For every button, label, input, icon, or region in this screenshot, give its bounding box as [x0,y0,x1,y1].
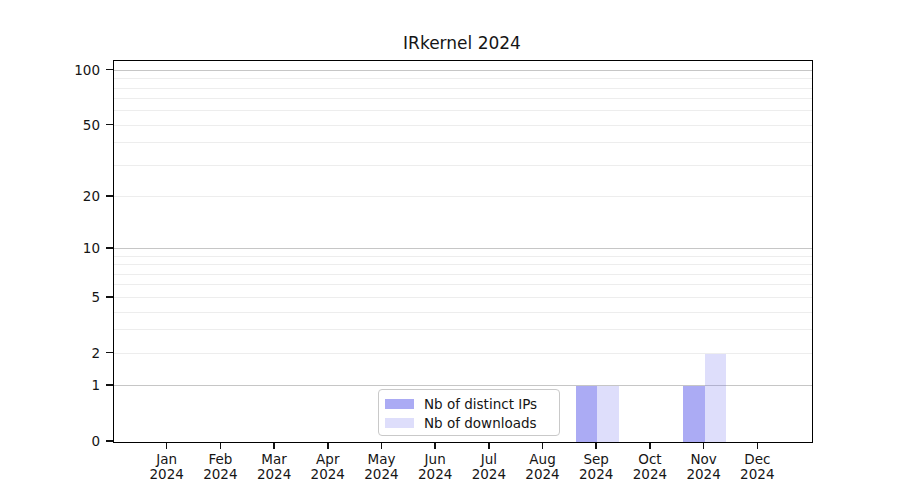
y-tick-mark [106,69,113,71]
x-tick-month: Oct [622,452,678,467]
y-tick-label: 10 [40,240,100,256]
gridline-minor [114,264,812,265]
x-tick-year: 2024 [300,467,356,482]
x-tick-year: 2024 [461,467,517,482]
y-tick-mark [106,247,113,249]
x-tick-year: 2024 [407,467,463,482]
bar-nov-distinct-ips [683,386,705,442]
gridline-minor [114,256,812,257]
x-tick-mark [595,443,597,449]
x-tick-label: Oct2024 [622,452,678,482]
x-tick-month: Sep [568,452,624,467]
x-tick-label: Feb2024 [192,452,248,482]
gridline-minor [114,88,812,89]
x-tick-mark [542,443,544,449]
x-tick-mark [273,443,275,449]
x-tick-month: Jun [407,452,463,467]
x-tick-year: 2024 [515,467,571,482]
x-tick-year: 2024 [192,467,248,482]
x-tick-mark [757,443,759,449]
x-tick-label: Jul2024 [461,452,517,482]
x-tick-mark [649,443,651,449]
gridline-minor [114,274,812,275]
x-tick-label: Jun2024 [407,452,463,482]
legend-swatch-downloads [385,418,414,428]
gridline-minor [114,110,812,111]
x-tick-mark [220,443,222,449]
x-tick-mark [703,443,705,449]
x-tick-label: Sep2024 [568,452,624,482]
gridline-minor [114,125,812,126]
y-tick-mark [106,352,113,354]
y-tick-label: 0 [40,433,100,449]
x-tick-month: Nov [676,452,732,467]
plot-area [113,60,813,443]
x-tick-mark [488,443,490,449]
x-tick-label: Aug2024 [515,452,571,482]
x-tick-label: Apr2024 [300,452,356,482]
gridline-minor [114,297,812,298]
gridline-major [114,70,812,71]
x-tick-month: Aug [515,452,571,467]
x-tick-month: Feb [192,452,248,467]
x-tick-month: May [353,452,409,467]
y-tick-mark [106,440,113,442]
x-tick-year: 2024 [729,467,785,482]
y-tick-mark [106,124,113,126]
legend-item-downloads: Nb of downloads [385,413,559,432]
gridline-major [114,248,812,249]
x-tick-year: 2024 [139,467,195,482]
gridline-minor [114,165,812,166]
x-tick-month: Jan [139,452,195,467]
x-tick-month: Apr [300,452,356,467]
bar-sep-distinct-ips [576,386,598,442]
chart-title: IRkernel 2024 [113,33,811,53]
legend-label-distinct-ips: Nb of distinct IPs [424,396,537,412]
y-tick-mark [106,195,113,197]
legend-swatch-distinct-ips [385,399,414,409]
y-tick-mark [106,384,113,386]
chart-figure: IRkernel 2024 0125102050100Jan2024Feb202… [0,0,900,500]
gridline-minor [114,284,812,285]
x-tick-label: Mar2024 [246,452,302,482]
bar-nov-downloads [705,354,727,442]
gridline-minor [114,196,812,197]
x-tick-mark [434,443,436,449]
x-tick-label: May2024 [353,452,409,482]
x-tick-label: Dec2024 [729,452,785,482]
x-tick-year: 2024 [568,467,624,482]
bar-sep-downloads [597,386,619,442]
y-tick-mark [106,296,113,298]
x-tick-label: Jan2024 [139,452,195,482]
x-tick-month: Dec [729,452,785,467]
x-tick-mark [381,443,383,449]
legend: Nb of distinct IPs Nb of downloads [378,389,560,436]
x-tick-month: Jul [461,452,517,467]
x-tick-year: 2024 [246,467,302,482]
x-tick-label: Nov2024 [676,452,732,482]
y-tick-label: 100 [40,62,100,78]
x-tick-mark [327,443,329,449]
x-tick-mark [166,443,168,449]
y-tick-label: 1 [40,377,100,393]
x-tick-year: 2024 [622,467,678,482]
legend-label-downloads: Nb of downloads [424,415,537,431]
gridline-minor [114,329,812,330]
x-tick-year: 2024 [353,467,409,482]
gridline-minor [114,142,812,143]
gridline-minor [114,78,812,79]
y-tick-label: 20 [40,188,100,204]
y-tick-label: 5 [40,289,100,305]
gridline-minor [114,98,812,99]
gridline-minor [114,312,812,313]
legend-item-distinct-ips: Nb of distinct IPs [385,394,559,413]
x-tick-year: 2024 [676,467,732,482]
y-tick-label: 50 [40,117,100,133]
y-tick-label: 2 [40,345,100,361]
x-tick-month: Mar [246,452,302,467]
